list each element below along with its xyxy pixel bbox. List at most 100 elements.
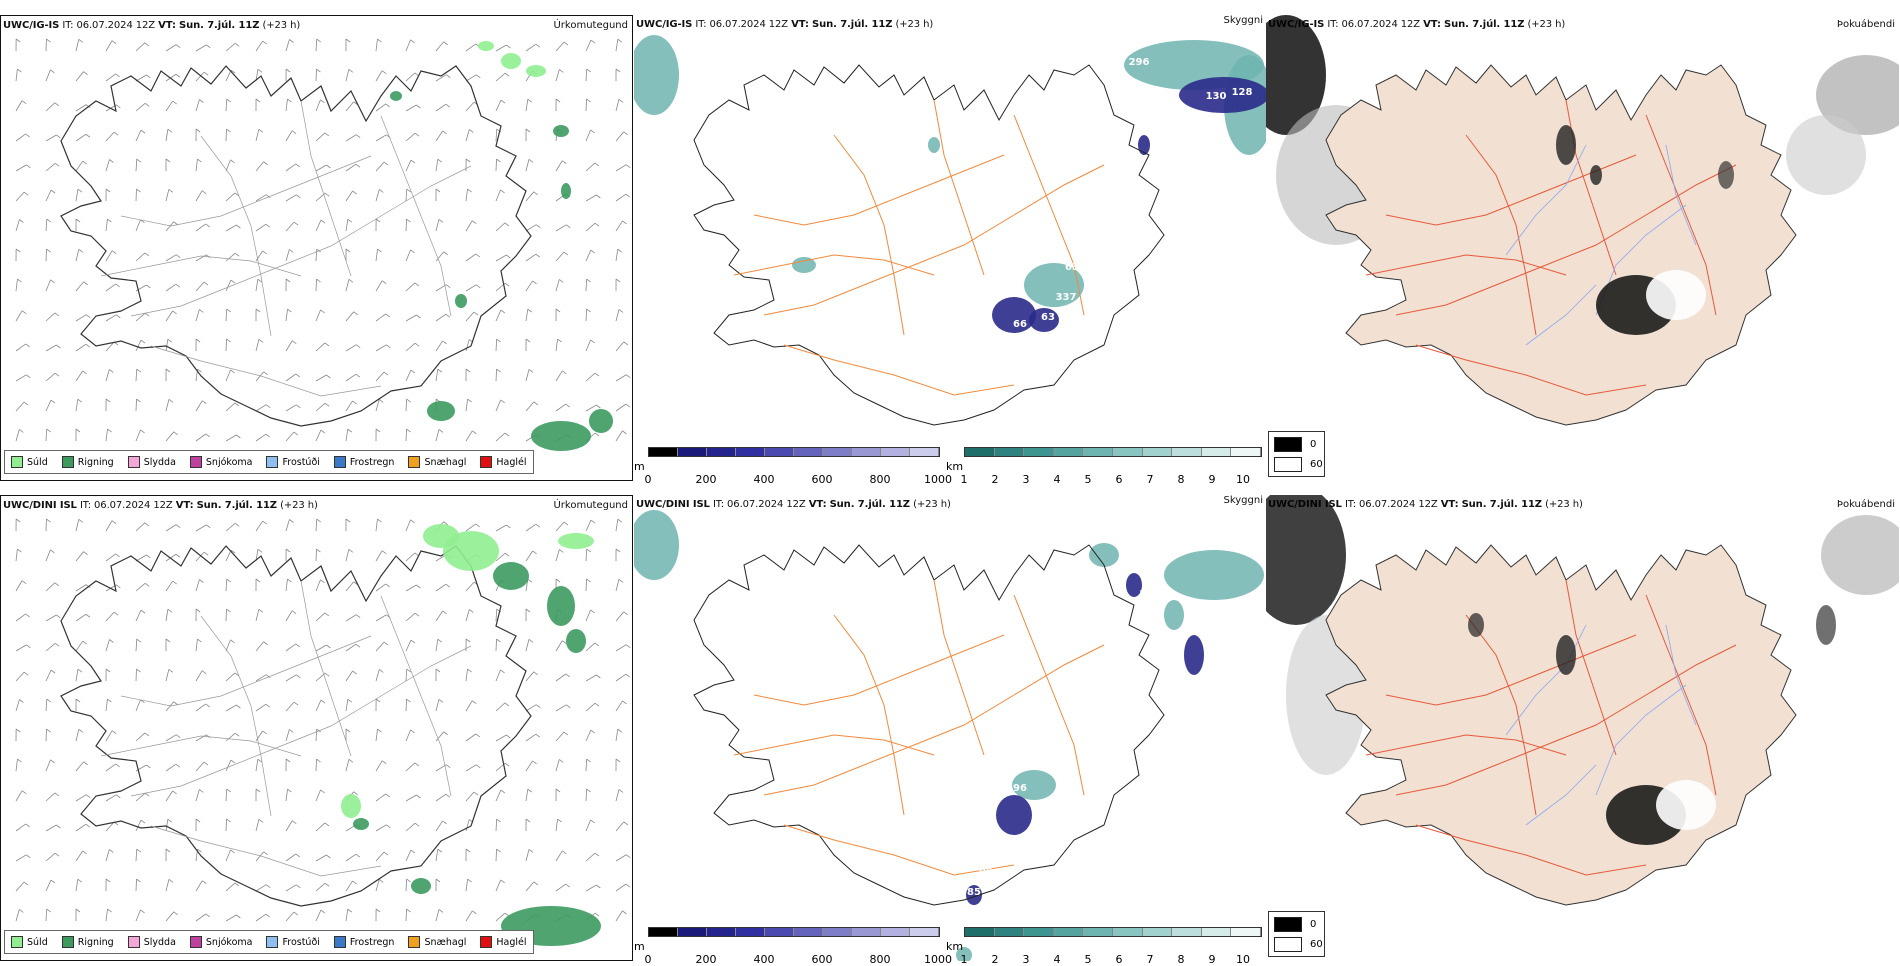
wind-barbs [16, 519, 630, 921]
colorbar-tick: 400 [754, 953, 775, 966]
colorbar-tick: 0 [645, 473, 652, 486]
legend-swatch [128, 456, 140, 468]
precip-areas [341, 524, 601, 946]
colorbar-tick: 200 [696, 473, 717, 486]
visibility-label: 296 [1129, 57, 1150, 68]
fog-index-panel-top: UWC/IG-IS IT: 06.07.2024 12Z VT: Sun. 7.… [1266, 15, 1899, 481]
iceland-map [1266, 495, 1899, 961]
visibility-label: 96 [1013, 783, 1027, 794]
colorbar-tick: 2 [992, 473, 999, 486]
visibility-label: 94 [997, 787, 1011, 798]
fog-legend: 0 60 [1268, 431, 1325, 477]
colorbar-tick: 400 [754, 473, 775, 486]
legend-swatch [266, 456, 278, 468]
legend-swatch [334, 456, 346, 468]
iceland-outline [694, 545, 1164, 905]
colorbar-tick: 3 [1023, 953, 1030, 966]
road-network [734, 580, 1104, 875]
precip-legend-item: Snæhagl [408, 456, 466, 468]
visibility-label: 21 [1097, 277, 1111, 288]
colorbar-tick: 10 [1236, 953, 1250, 966]
wind-barbs [16, 39, 630, 441]
colorbar-tick: 7 [1147, 953, 1154, 966]
visibility-label: 10 [1117, 262, 1131, 273]
iceland-outline [1326, 65, 1796, 425]
visibility-label: 66 [1013, 319, 1027, 330]
colorbar-tick: 9 [1209, 953, 1216, 966]
visibility-label: 63 [1041, 312, 1055, 323]
iceland-outline [1326, 545, 1796, 905]
precip-legend-item: Frostregn [334, 456, 395, 468]
road-network [734, 100, 1104, 395]
low-visibility-areas [634, 510, 1264, 961]
precip-type-panel-bottom: UWC/DINI ISL IT: 06.07.2024 12Z VT: Sun.… [0, 495, 633, 961]
legend-swatch [190, 456, 202, 468]
colorbar-tick: 10 [1236, 473, 1250, 486]
legend-swatch [334, 936, 346, 948]
legend-swatch [128, 936, 140, 948]
low-visibility-areas [634, 35, 1267, 333]
legend-swatch [266, 936, 278, 948]
iceland-outline [61, 66, 531, 426]
colorbar-tick: 600 [812, 953, 833, 966]
colorbar-tick: 1000 [924, 473, 952, 486]
visibility-label: 337 [1056, 292, 1077, 303]
legend-swatch [480, 936, 492, 948]
colorbar-tick: 8 [1178, 953, 1185, 966]
colorbar-tick: 4 [1054, 953, 1061, 966]
precip-legend-item: Súld [11, 456, 48, 468]
visibility-label: 99 [1137, 550, 1151, 561]
fog-index-panel-bottom: UWC/DINI ISL IT: 06.07.2024 12Z VT: Sun.… [1266, 495, 1899, 961]
legend-swatch [190, 936, 202, 948]
colorbar-tick: 800 [870, 473, 891, 486]
precip-legend-item: Haglél [480, 456, 526, 468]
colorbar-tick: 800 [870, 953, 891, 966]
iceland-map [1, 496, 634, 962]
visibility-label: 60 [1183, 599, 1197, 610]
precip-legend-item: Rigning [62, 456, 114, 468]
visibility-label: 128 [1232, 87, 1253, 98]
visibility-label: 28 [1051, 329, 1065, 340]
iceland-outline [694, 65, 1164, 425]
precip-legend: Súld Rigning Slydda Snjókoma Frostúði Frostre… [4, 930, 534, 954]
colorbar-tick: 9 [1209, 473, 1216, 486]
colorbar-tick: 1 [961, 473, 968, 486]
colorbar-tick: 2 [992, 953, 999, 966]
iceland-outline [61, 546, 531, 906]
iceland-map [1266, 15, 1899, 481]
colorbar-tick: 5 [1085, 473, 1092, 486]
colorbar-tick: 6 [1116, 473, 1123, 486]
colorbar-tick: 4 [1054, 473, 1061, 486]
precip-legend-item: Frostregn [334, 936, 395, 948]
visibility-label: 14 [1083, 739, 1097, 750]
legend-swatch [62, 456, 74, 468]
visibility-label: 20 [1057, 759, 1071, 770]
colorbar-tick: 200 [696, 953, 717, 966]
visibility-label: 130 [1206, 91, 1227, 102]
colorbar-tick: 600 [812, 473, 833, 486]
precip-legend-item: Slydda [128, 936, 176, 948]
road-network [101, 581, 471, 876]
legend-swatch [62, 936, 74, 948]
precip-legend-item: Súld [11, 936, 48, 948]
precip-legend-item: Frostúði [266, 936, 319, 948]
precip-legend-item: Snjókoma [190, 936, 253, 948]
colorbar-tick: 6 [1116, 953, 1123, 966]
precip-legend-item: Rigning [62, 936, 114, 948]
visibility-label: 96 [1121, 535, 1135, 546]
colorbar-tick: 5 [1085, 953, 1092, 966]
visibility-label: 85 [967, 887, 981, 898]
precip-legend-item: Slydda [128, 456, 176, 468]
legend-swatch [408, 936, 420, 948]
precip-legend-item: Haglél [480, 936, 526, 948]
colorbar-tick: 1 [961, 953, 968, 966]
visibility-label: 64 [979, 865, 993, 876]
legend-swatch [408, 456, 420, 468]
colorbar-tick: 0 [645, 953, 652, 966]
visibility-panel-top: UWC/IG-IS IT: 06.07.2024 12Z VT: Sun. 7.… [634, 15, 1267, 481]
